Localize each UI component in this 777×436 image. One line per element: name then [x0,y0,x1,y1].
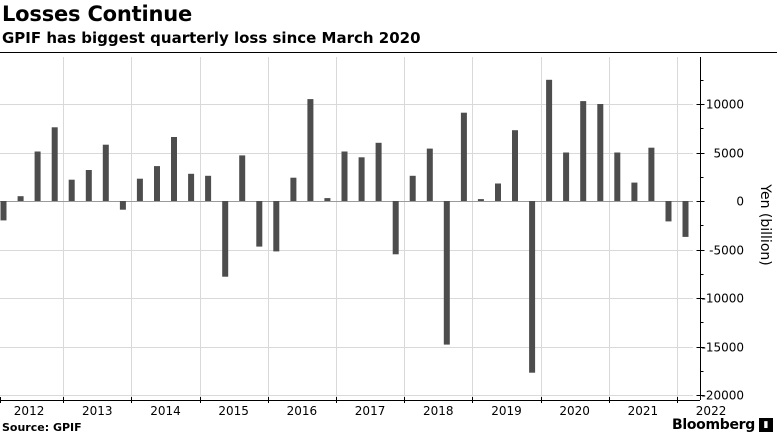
y-tick-label: 10000 [706,98,744,112]
x-tick-label: 2014 [150,404,181,418]
bar [358,157,365,201]
bar [614,152,621,201]
bar [0,201,7,221]
x-tick-label: 2019 [491,404,522,418]
bar [443,201,450,345]
bar [563,152,570,201]
x-tick-label: 2017 [355,404,386,418]
bar [34,151,41,201]
chart-subtitle: GPIF has biggest quarterly loss since Ma… [2,29,421,47]
bar [51,127,58,201]
bar [17,196,24,201]
bar [154,166,160,201]
bar [546,79,553,202]
y-tick-label: 0 [736,195,744,209]
source-note: Source: GPIF [2,421,82,434]
bar [477,199,484,201]
brand-logo: Bloomberg [671,417,755,433]
x-tick-label: 2013 [82,404,113,418]
y-tick-label: -20000 [701,389,744,403]
bar [341,151,348,201]
bar [597,104,604,201]
bar [136,178,143,201]
x-tick-label: 2022 [696,404,727,418]
bar-series [0,79,689,373]
bar [273,201,280,252]
bar [426,148,433,201]
bar [375,142,382,201]
bar [580,101,587,201]
title-divider [0,52,777,53]
bar [648,147,655,201]
bar [324,198,331,201]
x-tick-label: 2020 [559,404,590,418]
bar [239,155,246,201]
bar [529,201,536,373]
bar [495,183,501,201]
bar [256,201,263,247]
bar [682,201,689,237]
bloomberg-terminal-icon: ▮ [759,418,773,432]
bar [171,137,177,201]
chart-title: Losses Continue [2,2,193,26]
bar [392,201,399,255]
x-tick-label: 2021 [628,404,659,418]
bar [665,201,672,222]
bar [188,173,195,201]
x-tick-label: 2016 [287,404,318,418]
bar [631,182,638,201]
x-axis: 2012 2013 2014 2015 2016 2017 2018 2019 2020 2021… [0,397,726,418]
bar [119,201,126,210]
y-tick-label: -10000 [701,292,744,306]
bar [222,201,229,277]
y-tick-label: -5000 [709,244,744,258]
bar [460,112,467,201]
bar [68,179,75,201]
y-tick-label: 5000 [713,147,744,161]
vertical-gridlines [63,57,678,400]
bar [290,177,297,201]
bar [409,175,416,201]
bar [205,175,212,201]
x-tick-label: 2018 [423,404,454,418]
bar [85,170,92,201]
y-tick-label: -15000 [701,341,744,355]
x-tick-label: 2012 [14,404,45,418]
bar [512,130,518,201]
bar [307,99,314,201]
bar [102,144,109,201]
x-tick-label: 2015 [218,404,249,418]
y-axis: 10000 5000 0 -5000 -10000 -15000 -20000 [696,57,744,403]
y-axis-label: Yen (billion) [757,183,773,265]
